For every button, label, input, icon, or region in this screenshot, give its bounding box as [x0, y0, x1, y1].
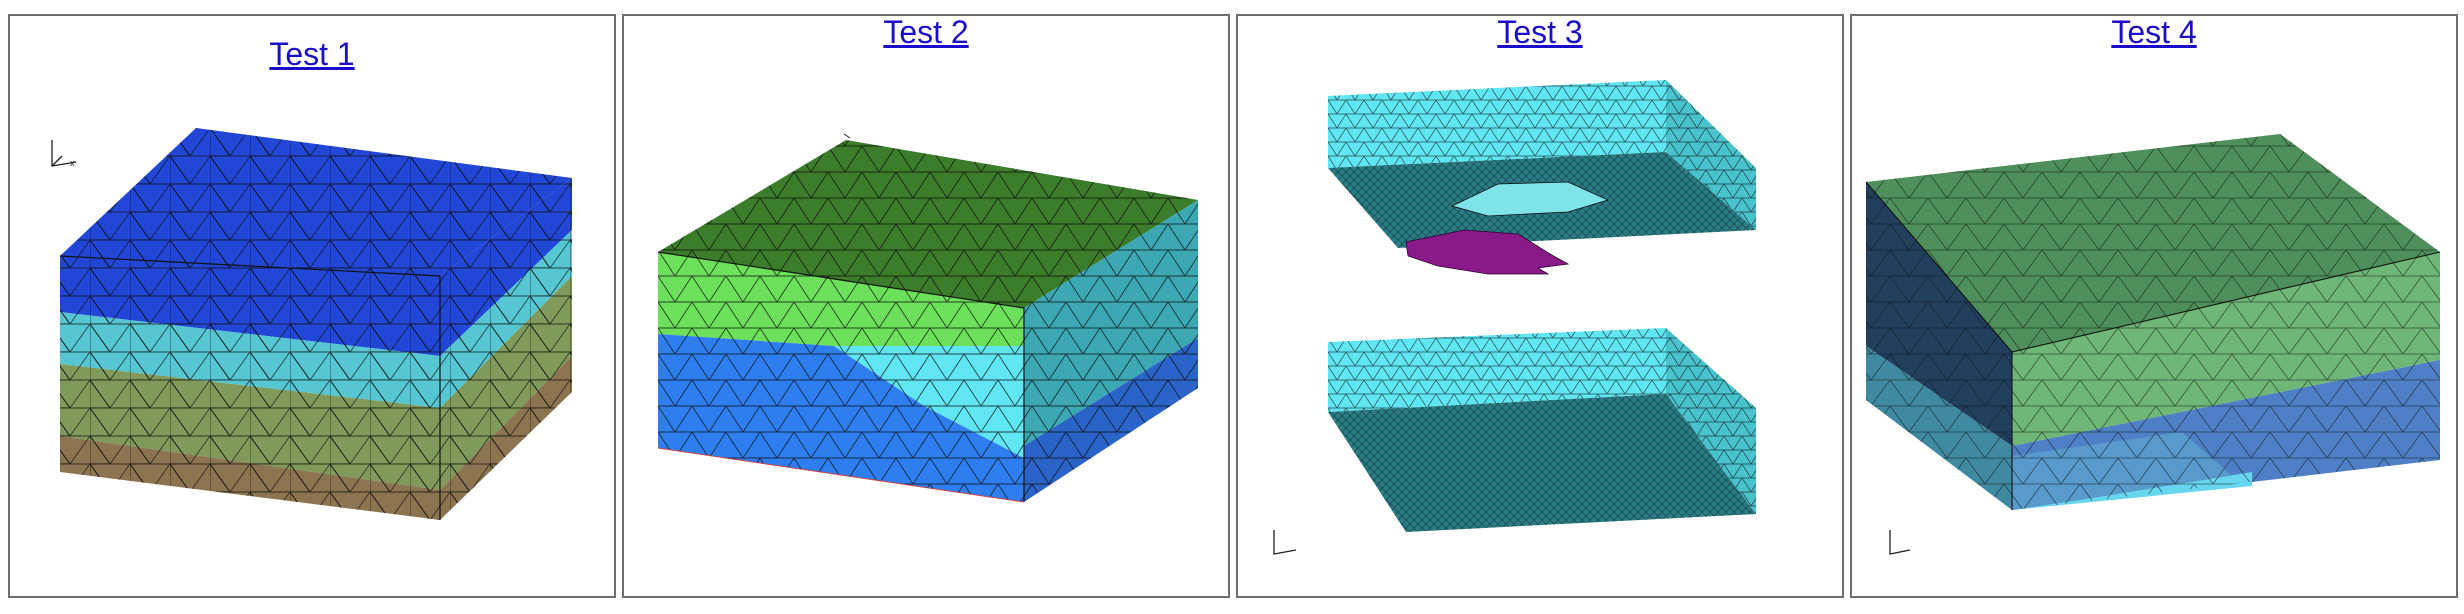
cavity-surface: [1450, 181, 1610, 217]
panel-title-test-2[interactable]: Test 2: [883, 14, 969, 50]
panel-test-2: Test 2: [622, 14, 1230, 598]
axis-triad-icon: [1273, 530, 1297, 555]
axis-triad-icon: x: [51, 140, 77, 168]
axis-triad-icon: [843, 133, 851, 139]
panel-title-test-1[interactable]: Test 1: [269, 36, 355, 72]
panel-title-test-3[interactable]: Test 3: [1497, 14, 1583, 50]
magenta-inclusion: [1405, 229, 1570, 275]
panel-title-test-4[interactable]: Test 4: [2111, 14, 2197, 50]
mesh-view-test-3: [1273, 80, 1756, 555]
panel-test-3: Test 3: [1236, 14, 1844, 598]
axis-triad-icon: [1889, 530, 1911, 555]
panel-test-1: Test 1 x: [8, 14, 616, 598]
mesh-view-test-2: [657, 133, 1198, 503]
panel-test-4: Test 4: [1850, 14, 2458, 598]
mesh-view-test-1: x: [51, 128, 572, 520]
svg-text:x: x: [70, 158, 75, 168]
mesh-view-test-4: [1865, 134, 2441, 555]
